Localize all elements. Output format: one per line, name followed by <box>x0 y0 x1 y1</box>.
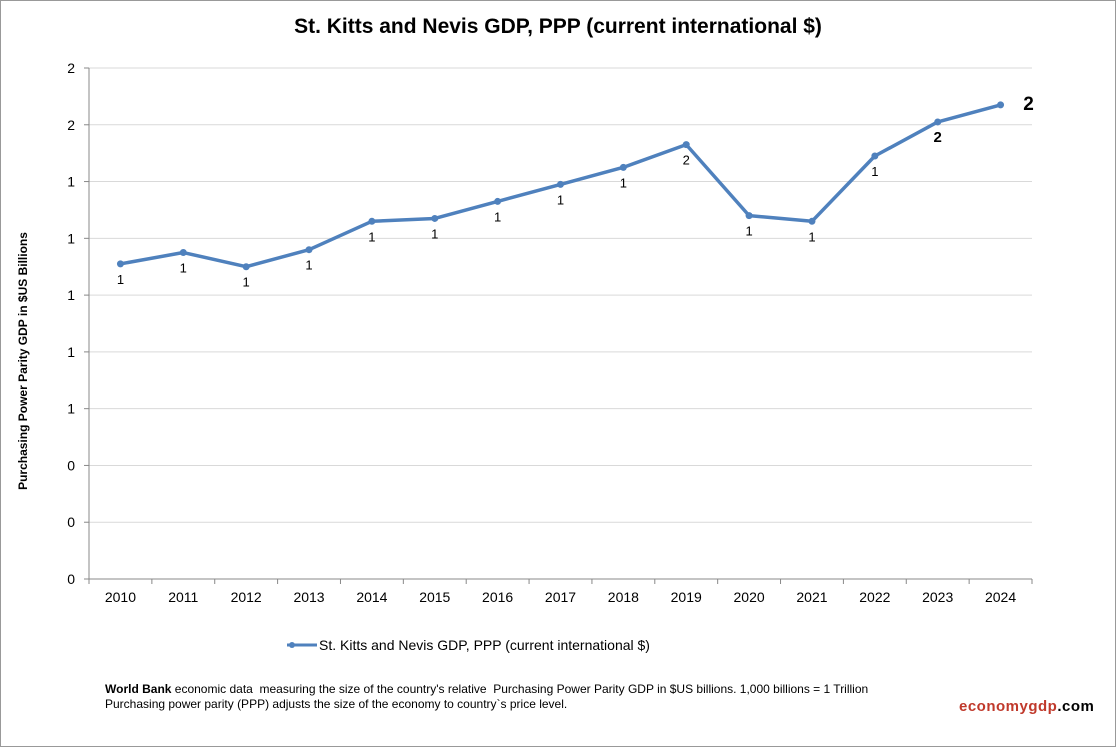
data-point <box>871 152 879 160</box>
x-tick-label: 2016 <box>482 589 513 605</box>
x-tick-label: 2019 <box>671 589 702 605</box>
data-point <box>242 263 250 271</box>
brand-logo[interactable]: economygdp.com <box>959 698 1094 715</box>
x-tick-label: 2015 <box>419 589 450 605</box>
data-point <box>305 246 313 254</box>
y-tick-label: 1 <box>67 230 75 246</box>
data-label: 2 <box>1023 94 1034 115</box>
x-tick-label: 2022 <box>859 589 890 605</box>
y-tick-label: 2 <box>67 60 75 76</box>
x-tick-label: 2018 <box>608 589 639 605</box>
legend: St. Kitts and Nevis GDP, PPP (current in… <box>287 637 650 653</box>
data-label: 1 <box>620 175 627 190</box>
x-tick-label: 2011 <box>168 589 198 605</box>
data-label: 1 <box>431 226 438 241</box>
data-point <box>494 197 502 205</box>
x-tick-label: 2021 <box>796 589 827 605</box>
y-tick-label: 1 <box>67 287 75 303</box>
brand-part-1: economy <box>959 698 1029 715</box>
source-name: World Bank <box>105 682 172 696</box>
data-label: 1 <box>494 209 501 224</box>
x-tick-label: 2023 <box>922 589 953 605</box>
x-tick-label: 2014 <box>356 589 387 605</box>
brand-part-3: .com <box>1057 698 1095 715</box>
x-tick-label: 2024 <box>985 589 1016 605</box>
x-tick-label: 2010 <box>105 589 136 605</box>
y-tick-label: 0 <box>67 457 75 473</box>
data-point <box>368 217 376 225</box>
x-tick-label: 2012 <box>231 589 262 605</box>
data-label: 1 <box>180 261 187 276</box>
data-label: 1 <box>368 229 375 244</box>
y-tick-label: 0 <box>67 571 75 587</box>
data-label: 1 <box>808 229 815 244</box>
legend-label: St. Kitts and Nevis GDP, PPP (current in… <box>319 637 650 653</box>
data-label: 1 <box>117 272 124 287</box>
chart-title: St. Kitts and Nevis GDP, PPP (current in… <box>294 15 822 38</box>
data-point <box>179 249 187 257</box>
data-label: 2 <box>934 129 942 146</box>
y-tick-label: 1 <box>67 344 75 360</box>
footer-note: World Bank economic data measuring the s… <box>105 682 868 712</box>
data-point <box>745 212 753 220</box>
footer-line-2: Purchasing power parity (PPP) adjusts th… <box>105 697 568 711</box>
data-label: 2 <box>683 153 690 168</box>
data-label: 1 <box>871 164 878 179</box>
x-tick-label: 2017 <box>545 589 576 605</box>
data-point <box>934 118 942 126</box>
y-tick-label: 1 <box>67 174 75 190</box>
data-point <box>116 260 124 268</box>
data-label: 1 <box>243 275 250 290</box>
data-point <box>997 101 1005 109</box>
y-tick-label: 0 <box>67 514 75 530</box>
x-tick-label: 2020 <box>734 589 765 605</box>
data-point <box>431 214 439 222</box>
y-tick-label: 2 <box>67 117 75 133</box>
data-point <box>808 217 816 225</box>
data-point <box>619 163 627 171</box>
legend-line-icon <box>287 642 317 648</box>
data-label: 1 <box>557 192 564 207</box>
footer-line-1: economic data measuring the size of the … <box>171 682 869 696</box>
data-point <box>682 141 690 149</box>
x-tick-label: 2013 <box>293 589 324 605</box>
data-label: 1 <box>305 258 312 273</box>
data-label: 1 <box>745 224 752 239</box>
y-tick-label: 1 <box>67 401 75 417</box>
data-point <box>557 180 564 188</box>
brand-part-2: gdp <box>1028 698 1058 715</box>
